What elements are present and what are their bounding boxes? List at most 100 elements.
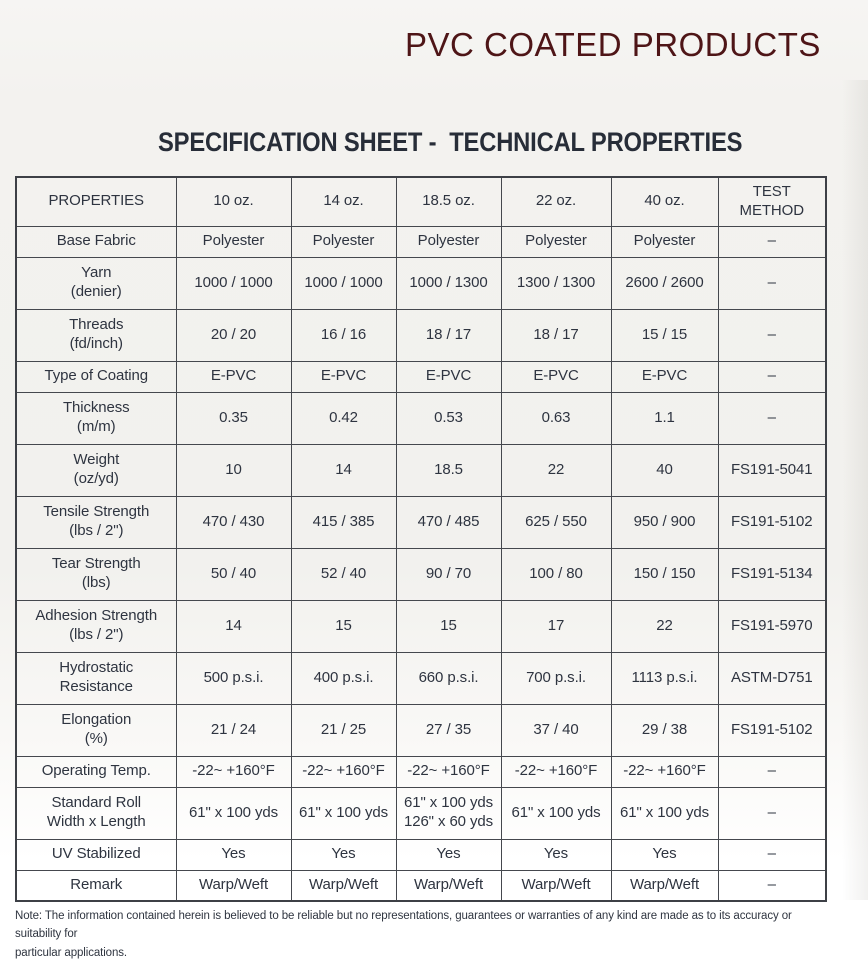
property-cell: UV Stabilized bbox=[15, 838, 177, 871]
test-method-cell: – bbox=[717, 838, 827, 871]
test-method-cell: FS191-5102 bbox=[717, 703, 827, 757]
value-cell: Yes bbox=[610, 838, 719, 871]
value-cell: 14 bbox=[290, 443, 397, 497]
value-cell: -22~ +160°F bbox=[610, 755, 719, 788]
table-row: Standard Roll Width x Length 61" x 100 yd… bbox=[15, 786, 827, 840]
test-method-cell: FS191-5970 bbox=[717, 599, 827, 653]
column-header: 22 oz. bbox=[500, 176, 612, 227]
value-cell: 61" x 100 yds 126" x 60 yds bbox=[395, 786, 502, 840]
value-cell: E-PVC bbox=[395, 360, 502, 393]
test-method-cell: – bbox=[717, 786, 827, 840]
value-cell: 500 p.s.i. bbox=[175, 651, 292, 705]
table-row: Tensile Strength (lbs / 2") 470 / 430 415 … bbox=[15, 495, 827, 549]
table-row: UV Stabilized Yes Yes Yes Yes Yes – bbox=[15, 838, 827, 871]
test-method-cell: FS191-5134 bbox=[717, 547, 827, 601]
value-cell: 27 / 35 bbox=[395, 703, 502, 757]
table-row: Adhesion Strength (lbs / 2") 14 15 15 17 22 FS… bbox=[15, 599, 827, 653]
value-cell: 90 / 70 bbox=[395, 547, 502, 601]
property-cell: Tear Strength (lbs) bbox=[15, 547, 177, 601]
value-cell: Warp/Weft bbox=[500, 869, 612, 902]
value-cell: 0.42 bbox=[290, 391, 397, 445]
value-cell: 29 / 38 bbox=[610, 703, 719, 757]
value-cell: -22~ +160°F bbox=[175, 755, 292, 788]
property-cell: Standard Roll Width x Length bbox=[15, 786, 177, 840]
value-cell: 10 bbox=[175, 443, 292, 497]
value-cell: Polyester bbox=[395, 225, 502, 258]
test-method-cell: – bbox=[717, 755, 827, 788]
property-cell: Adhesion Strength (lbs / 2") bbox=[15, 599, 177, 653]
spec-table-head: PROPERTIES 10 oz. 14 oz. 18.5 oz. 22 oz. 40 o… bbox=[15, 176, 827, 227]
property-cell: Remark bbox=[15, 869, 177, 902]
property-cell: Hydrostatic Resistance bbox=[15, 651, 177, 705]
value-cell: 150 / 150 bbox=[610, 547, 719, 601]
value-cell: 52 / 40 bbox=[290, 547, 397, 601]
value-cell: 2600 / 2600 bbox=[610, 256, 719, 310]
spec-sheet-heading: SPECIFICATION SHEET - TECHNICAL PROPERTI… bbox=[158, 127, 743, 157]
column-header: TEST METHOD bbox=[717, 176, 827, 227]
value-cell: 0.35 bbox=[175, 391, 292, 445]
value-cell: 37 / 40 bbox=[500, 703, 612, 757]
value-cell: Polyester bbox=[290, 225, 397, 258]
value-cell: Yes bbox=[500, 838, 612, 871]
value-cell: 1300 / 1300 bbox=[500, 256, 612, 310]
value-cell: Warp/Weft bbox=[395, 869, 502, 902]
test-method-cell: – bbox=[717, 391, 827, 445]
value-cell: 21 / 24 bbox=[175, 703, 292, 757]
value-cell: Warp/Weft bbox=[175, 869, 292, 902]
column-header: 14 oz. bbox=[290, 176, 397, 227]
value-cell: Polyester bbox=[175, 225, 292, 258]
value-cell: 18 / 17 bbox=[500, 308, 612, 362]
value-cell: 0.63 bbox=[500, 391, 612, 445]
table-row: Tear Strength (lbs) 50 / 40 52 / 40 90 / 70… bbox=[15, 547, 827, 601]
value-cell: 18 / 17 bbox=[395, 308, 502, 362]
property-cell: Tensile Strength (lbs / 2") bbox=[15, 495, 177, 549]
value-cell: 470 / 485 bbox=[395, 495, 502, 549]
value-cell: -22~ +160°F bbox=[290, 755, 397, 788]
test-method-cell: – bbox=[717, 256, 827, 310]
table-row: Weight (oz/yd) 10 14 18.5 22 40 FS191-5041 bbox=[15, 443, 827, 497]
value-cell: 22 bbox=[610, 599, 719, 653]
page-title: PVC COATED PRODUCTS bbox=[405, 26, 821, 63]
property-cell: Yarn (denier) bbox=[15, 256, 177, 310]
table-row: Operating Temp. -22~ +160°F -22~ +160°F -22… bbox=[15, 755, 827, 788]
value-cell: E-PVC bbox=[175, 360, 292, 393]
value-cell: 660 p.s.i. bbox=[395, 651, 502, 705]
value-cell: Yes bbox=[175, 838, 292, 871]
value-cell: 61" x 100 yds bbox=[290, 786, 397, 840]
value-cell: Yes bbox=[290, 838, 397, 871]
value-cell: Polyester bbox=[610, 225, 719, 258]
table-row: Threads (fd/inch) 20 / 20 16 / 16 18 / 17 18… bbox=[15, 308, 827, 362]
value-cell: 1000 / 1300 bbox=[395, 256, 502, 310]
value-cell: Warp/Weft bbox=[290, 869, 397, 902]
value-cell: 0.53 bbox=[395, 391, 502, 445]
value-cell: 22 bbox=[500, 443, 612, 497]
value-cell: 625 / 550 bbox=[500, 495, 612, 549]
paper-edge-shadow bbox=[842, 80, 868, 900]
value-cell: E-PVC bbox=[610, 360, 719, 393]
value-cell: 415 / 385 bbox=[290, 495, 397, 549]
value-cell: 15 / 15 bbox=[610, 308, 719, 362]
value-cell: 100 / 80 bbox=[500, 547, 612, 601]
value-cell: E-PVC bbox=[290, 360, 397, 393]
column-header: 40 oz. bbox=[610, 176, 719, 227]
header-row: PROPERTIES 10 oz. 14 oz. 18.5 oz. 22 oz. 40 o… bbox=[15, 176, 827, 227]
column-header: 10 oz. bbox=[175, 176, 292, 227]
value-cell: 61" x 100 yds bbox=[500, 786, 612, 840]
test-method-cell: – bbox=[717, 225, 827, 258]
property-cell: Weight (oz/yd) bbox=[15, 443, 177, 497]
table-row: Remark Warp/Weft Warp/Weft Warp/Weft Warp/We… bbox=[15, 869, 827, 902]
value-cell: 470 / 430 bbox=[175, 495, 292, 549]
value-cell: 50 / 40 bbox=[175, 547, 292, 601]
value-cell: 20 / 20 bbox=[175, 308, 292, 362]
value-cell: 15 bbox=[290, 599, 397, 653]
test-method-cell: FS191-5041 bbox=[717, 443, 827, 497]
value-cell: 18.5 bbox=[395, 443, 502, 497]
property-cell: Threads (fd/inch) bbox=[15, 308, 177, 362]
value-cell: 15 bbox=[395, 599, 502, 653]
test-method-cell: – bbox=[717, 869, 827, 902]
value-cell: Polyester bbox=[500, 225, 612, 258]
test-method-cell: FS191-5102 bbox=[717, 495, 827, 549]
value-cell: 40 bbox=[610, 443, 719, 497]
value-cell: 17 bbox=[500, 599, 612, 653]
value-cell: 700 p.s.i. bbox=[500, 651, 612, 705]
